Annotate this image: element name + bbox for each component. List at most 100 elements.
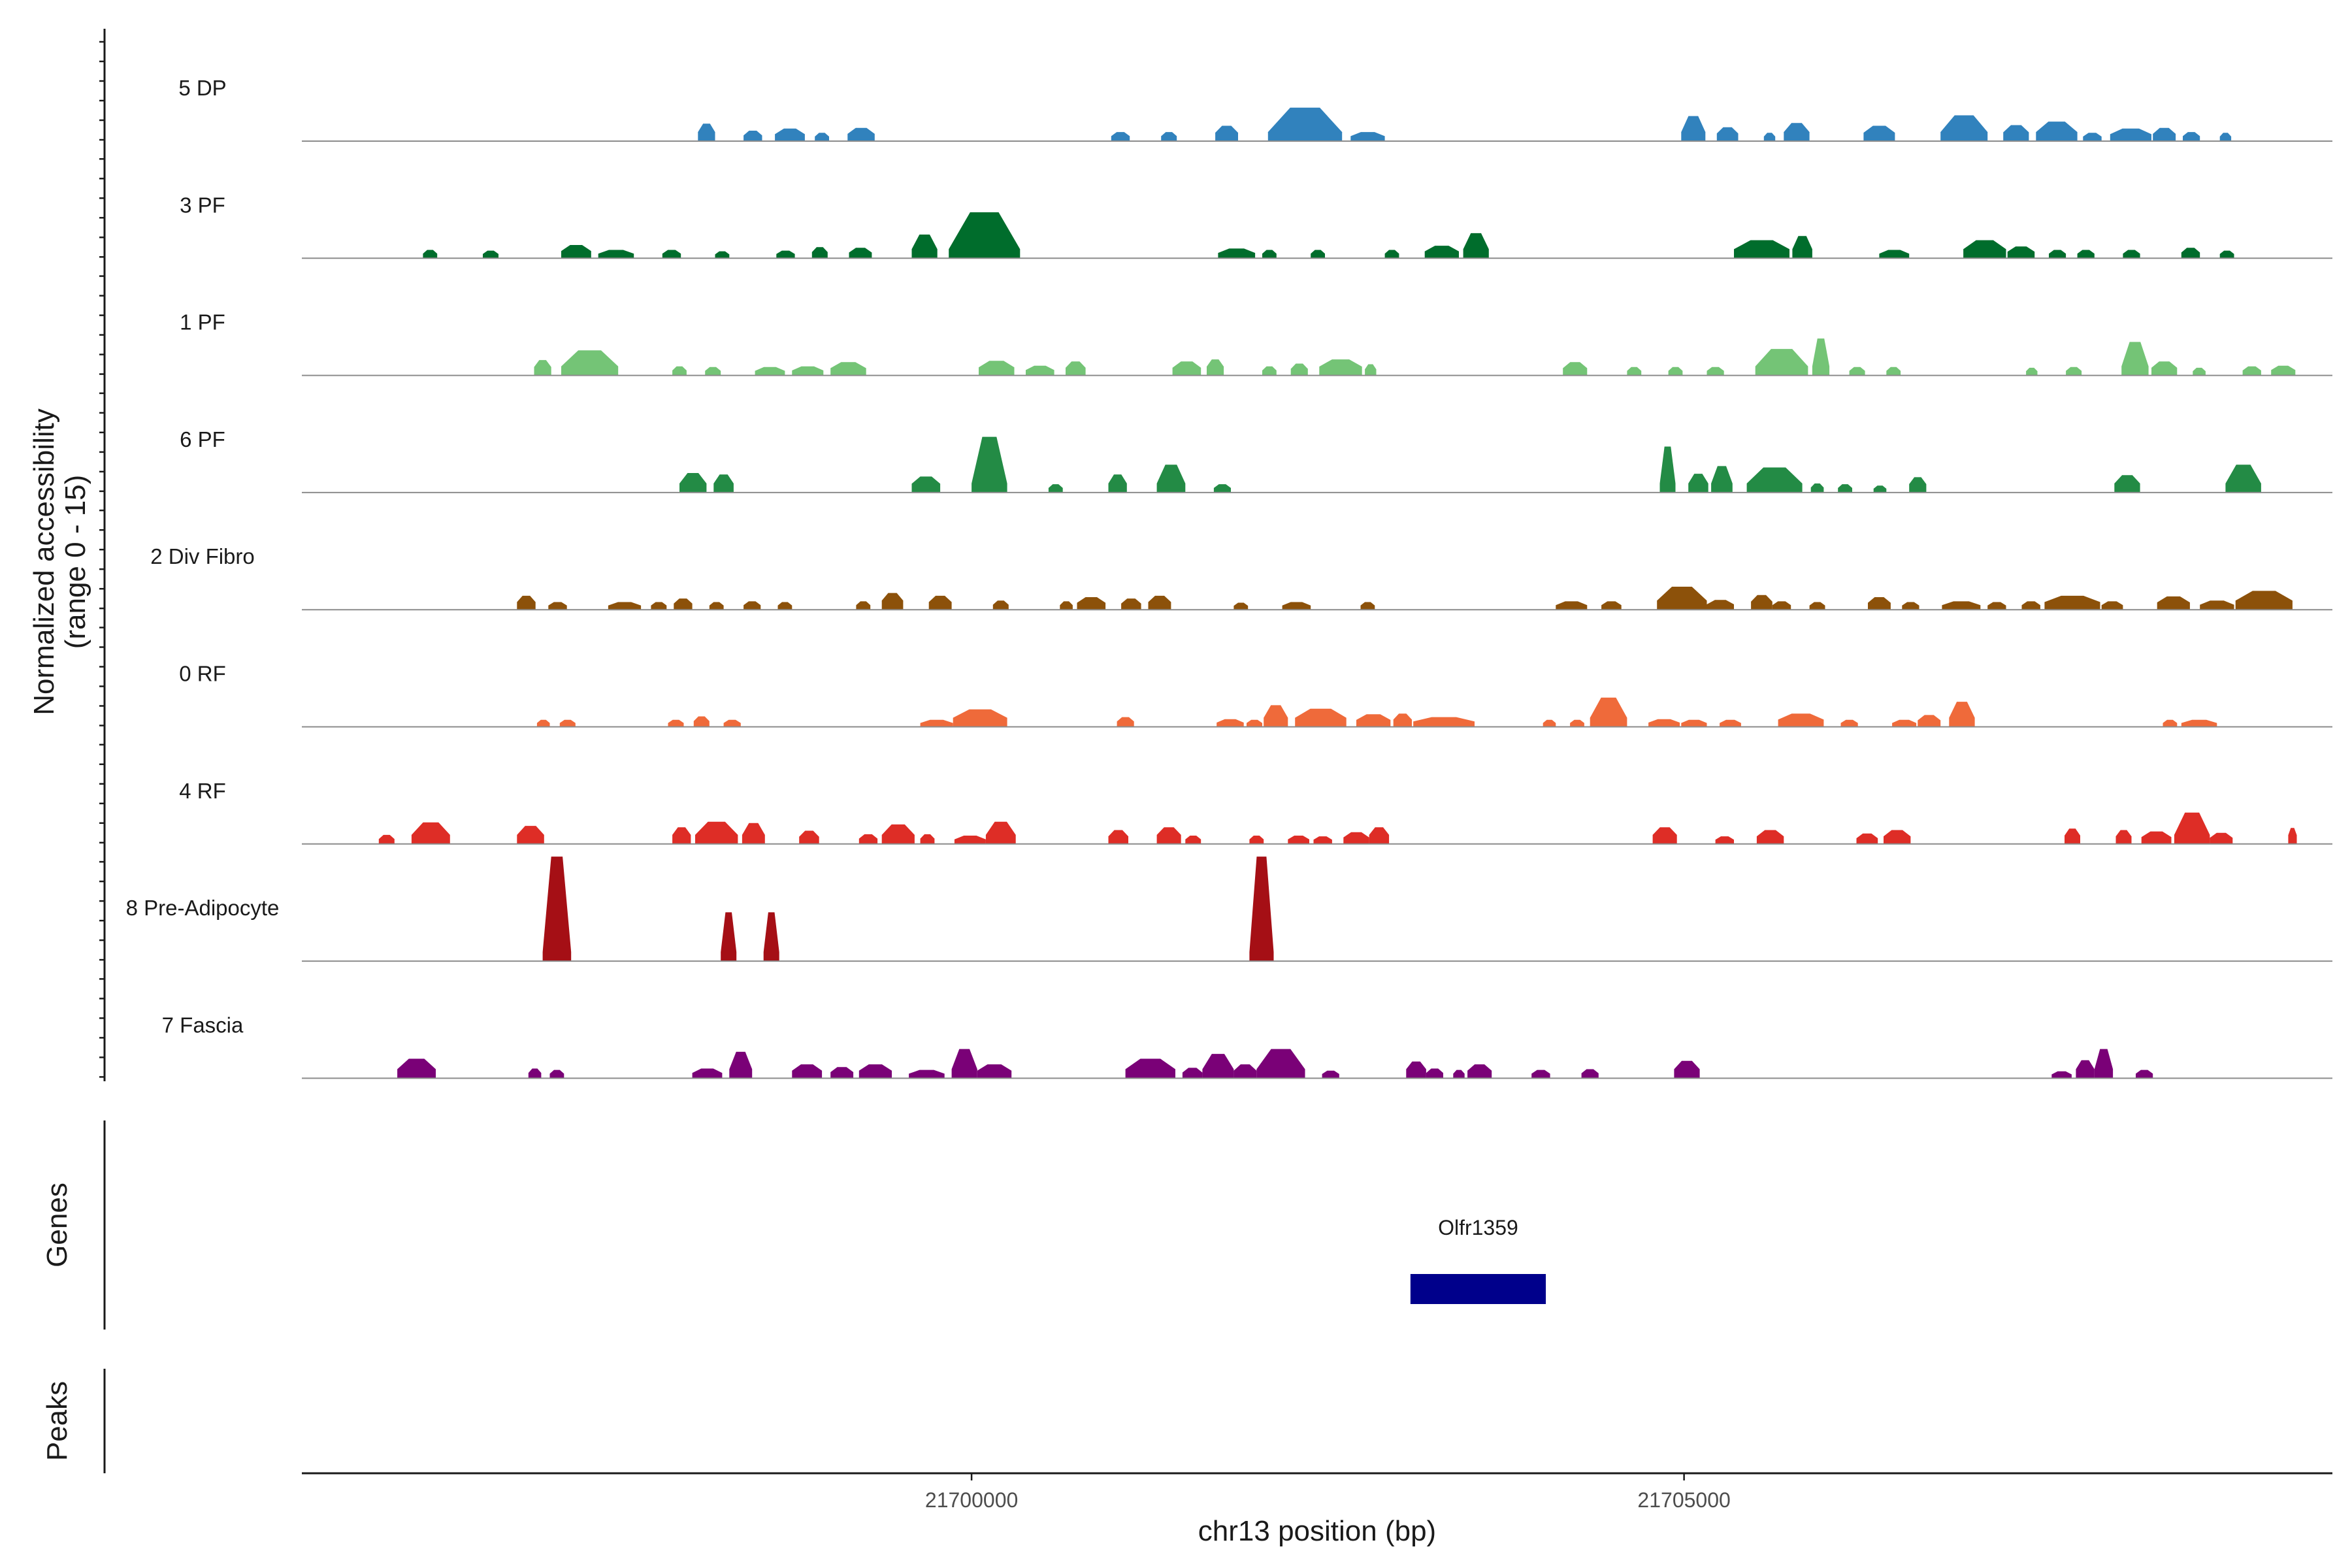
accessibility-peak [1720,719,1741,727]
accessibility-peak [2094,1049,2114,1079]
accessibility-peak [1185,836,1201,844]
accessibility-peak [1543,719,1556,727]
accessibility-peak [1343,832,1369,844]
accessibility-peak [2219,250,2234,259]
accessibility-peak [549,1070,564,1079]
track-0-rf: 0 RF [179,662,2332,728]
accessibility-peak [1182,1068,1203,1079]
accessibility-peak [1563,362,1588,376]
accessibility-peak [1249,836,1264,844]
accessibility-peak [2141,831,2172,844]
accessibility-peak [881,593,904,610]
accessibility-peak [1809,602,1825,610]
accessibility-peak [856,601,871,610]
accessibility-peak [972,436,1007,493]
accessibility-peak [1350,132,1385,141]
accessibility-peak [1734,240,1789,259]
accessibility-peak [651,602,667,610]
accessibility-peak [2066,367,2082,376]
accessibility-peak [1886,367,1901,376]
accessibility-peak [2036,122,2078,141]
accessibility-peak [1172,361,1201,376]
accessibility-peak [1838,484,1852,493]
peaks-panel: Peaks [41,1369,106,1473]
accessibility-peak [1207,359,1224,376]
accessibility-peak [1570,719,1584,727]
accessibility-peak [1674,1060,1700,1079]
accessibility-peak [2235,591,2293,610]
accessibility-peak [1763,133,1776,141]
accessibility-peak [559,719,576,727]
accessibility-peak [920,834,935,844]
accessibility-peak [423,250,438,259]
accessibility-peak [1873,485,1887,493]
track-label: 1 PF [180,310,225,335]
accessibility-peak [928,595,952,610]
accessibility-peak [2210,832,2233,844]
track-label: 7 Fascia [162,1013,244,1037]
accessibility-peak [729,1051,753,1079]
accessibility-peak [674,598,693,610]
accessibility-peak [979,361,1015,376]
accessibility-peak [1711,466,1733,493]
accessibility-peak [536,719,550,727]
accessibility-peak [1233,1064,1257,1079]
accessibility-peak [881,824,915,844]
accessibility-peak [598,250,634,259]
accessibility-peak [1282,602,1311,610]
track-label: 2 Div Fibro [150,544,255,568]
accessibility-peak [1156,827,1181,844]
accessibility-peak [1121,598,1141,610]
accessibility-peak [792,366,824,376]
accessibility-peak [1247,719,1262,727]
accessibility-peak [1424,246,1459,259]
accessibility-peak [815,133,829,141]
accessibility-peak [847,127,875,141]
accessibility-peak [542,857,572,962]
y-axis-range: (range 0 - 15) [59,475,91,649]
accessibility-peak [1125,1058,1175,1079]
track-2-div-fibro: 2 Div Fibro [150,544,2332,611]
accessibility-peak [672,366,687,376]
accessibility-peak [1556,601,1588,610]
accessibility-peak [777,602,792,610]
accessibility-peak [2200,600,2234,610]
accessibility-peak [2110,128,2151,141]
genes-panel-title: Genes [41,1183,73,1267]
track-3-pf: 3 PF [180,193,2332,259]
x-axis: 21700000 21705000 chr13 position (bp) [302,1472,2332,1547]
accessibility-peak [1716,127,1739,141]
accessibility-peak [1393,713,1412,727]
y-axis: Normalized accessibility (range 0 - 15) [28,29,106,1081]
accessibility-peak [951,1049,977,1079]
accessibility-peak [830,1067,854,1079]
accessibility-peak [811,247,828,259]
accessibility-peak [1313,836,1332,844]
accessibility-peak [1111,132,1130,141]
accessibility-peak [985,821,1016,844]
accessibility-peak [1453,1070,1465,1079]
accessibility-peak [1812,338,1830,376]
accessibility-peak [534,360,551,376]
accessibility-peak [1892,719,1917,727]
accessibility-peak [1108,474,1127,493]
accessibility-peak [1707,600,1734,610]
x-tick-label: 21705000 [1637,1488,1730,1512]
accessibility-peak [2181,719,2217,727]
accessibility-peak [1077,597,1106,610]
accessibility-peak [1426,1068,1443,1079]
accessibility-peak [849,248,872,259]
accessibility-peak [1406,1061,1426,1079]
accessibility-peak [668,719,684,727]
accessibility-peak [721,912,737,962]
accessibility-peak [1902,602,1919,610]
tracks-layer: 5 DP 3 PF 1 PF 6 PF 2 Div Fibro 0 RF 4 RF 8 Pre… [126,76,2332,1079]
accessibility-peak [1202,1054,1234,1079]
accessibility-peak [1369,827,1390,844]
x-tick-label: 21700000 [925,1488,1018,1512]
accessibility-peak [517,595,536,610]
accessibility-peak [1365,364,1377,376]
accessibility-peak [1918,715,1941,727]
y-axis-ticks [99,41,105,1078]
